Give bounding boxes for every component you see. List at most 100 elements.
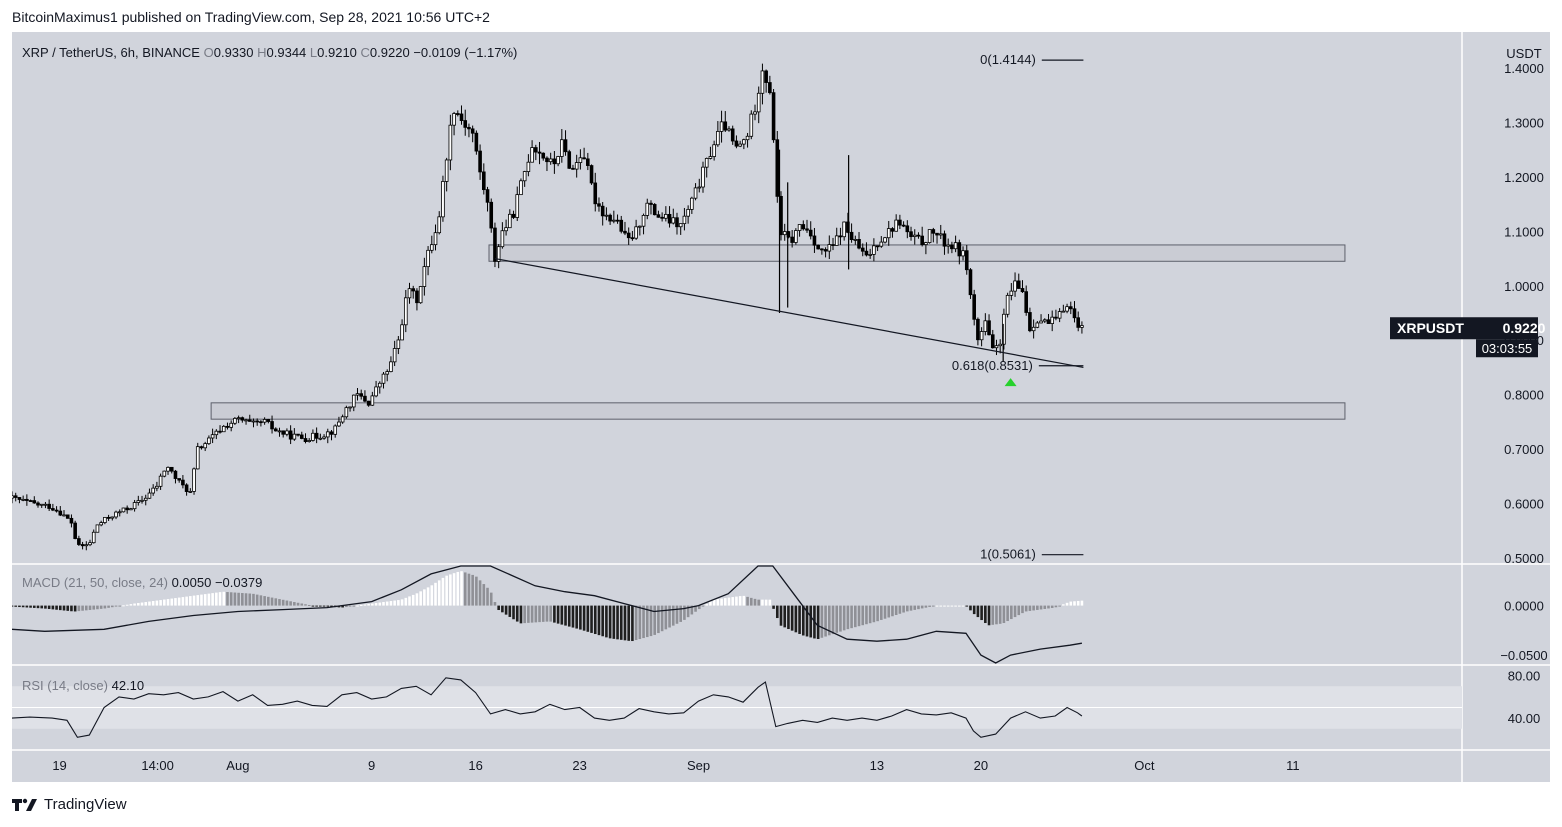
candle-body bbox=[1024, 291, 1028, 313]
macd-histogram-bar bbox=[237, 592, 240, 606]
candle-body bbox=[173, 470, 178, 479]
macd-histogram-bar bbox=[88, 605, 92, 610]
candle-body bbox=[638, 225, 642, 228]
candle-body bbox=[325, 431, 330, 438]
candle-body bbox=[734, 140, 739, 147]
macd-histogram-bar bbox=[348, 605, 352, 607]
macd-histogram-bar bbox=[475, 576, 478, 606]
price-tag-symbol: XRPUSDT bbox=[1397, 320, 1464, 336]
macd-histogram-bar bbox=[939, 605, 943, 607]
candle-body bbox=[812, 235, 817, 246]
macd-histogram-bar bbox=[512, 605, 515, 620]
candle-body bbox=[221, 425, 226, 433]
candle-body bbox=[619, 219, 624, 232]
candle-body bbox=[32, 500, 37, 504]
macd-histogram-bar bbox=[1017, 605, 1021, 616]
candle-body bbox=[91, 531, 96, 544]
macd-histogram-bar bbox=[616, 605, 619, 640]
candle-body bbox=[478, 150, 482, 173]
macd-label: MACD (21, 50, close, 24) bbox=[22, 575, 168, 590]
macd-histogram-bar bbox=[764, 599, 768, 606]
candle-body bbox=[823, 249, 828, 252]
macd-histogram-bar bbox=[489, 592, 493, 606]
candle-body bbox=[1068, 306, 1073, 310]
candle-body bbox=[448, 124, 453, 161]
candle-body bbox=[563, 139, 568, 153]
macd-histogram-bar bbox=[497, 605, 500, 611]
macd-line bbox=[12, 565, 1083, 664]
macd-histogram-bar bbox=[144, 602, 148, 606]
candle-body bbox=[972, 294, 976, 320]
candle-body bbox=[600, 205, 605, 217]
candle-body bbox=[950, 244, 954, 250]
chart-area[interactable]: 0(1.4144) 0.618(0.8531) 1(0.5061) USDT 1.40… bbox=[12, 32, 1550, 782]
candle-body bbox=[511, 213, 516, 218]
candle-body bbox=[1046, 319, 1051, 324]
macd-histogram-bar bbox=[426, 587, 430, 606]
candle-body bbox=[270, 421, 274, 430]
macd-histogram-bar bbox=[1054, 605, 1058, 608]
macd-histogram-bar bbox=[400, 599, 404, 606]
rsi-line bbox=[12, 677, 1083, 738]
macd-histogram-bar bbox=[958, 605, 961, 607]
macd-histogram-bar bbox=[668, 605, 671, 628]
macd-histogram-bar bbox=[363, 604, 367, 606]
macd-histogram-bar bbox=[326, 605, 330, 607]
macd-histogram-bar bbox=[300, 603, 304, 606]
chart-svg[interactable]: 0(1.4144) 0.618(0.8531) 1(0.5061) USDT1.40… bbox=[12, 32, 1550, 782]
macd-histogram-bar bbox=[163, 599, 166, 606]
candle-body bbox=[961, 250, 965, 257]
macd-histogram-bar bbox=[709, 601, 712, 606]
price-tick-label: 0.7000 bbox=[1504, 442, 1544, 457]
candle-body bbox=[898, 219, 902, 226]
macd-histogram-bar bbox=[582, 605, 586, 631]
macd-histogram-bar bbox=[868, 605, 872, 624]
candle-body bbox=[1072, 308, 1077, 319]
countdown-value: 03:03:55 bbox=[1482, 341, 1533, 356]
candle-body bbox=[883, 237, 887, 243]
candle-body bbox=[548, 158, 553, 163]
candle-body bbox=[894, 219, 898, 232]
macd-histogram-bar bbox=[1043, 605, 1047, 609]
high-label: H bbox=[257, 45, 267, 60]
candle-body bbox=[786, 231, 791, 238]
candle-body bbox=[303, 438, 308, 442]
macd-histogram-bar bbox=[898, 605, 902, 614]
candle-body bbox=[541, 152, 546, 159]
candle-body bbox=[455, 113, 460, 115]
candle-body bbox=[255, 420, 259, 423]
macd-histogram-bar bbox=[783, 605, 787, 628]
candle-body bbox=[195, 446, 200, 470]
close-value: 0.9220 bbox=[369, 45, 410, 60]
macd-histogram-bar bbox=[111, 605, 114, 608]
candle-body bbox=[392, 348, 397, 363]
macd-histogram-bar bbox=[779, 605, 783, 626]
rsi-tick-label: 40.00 bbox=[1508, 711, 1541, 726]
candle-body bbox=[114, 511, 118, 518]
candle-body bbox=[775, 139, 780, 197]
macd-histogram-bar bbox=[645, 605, 649, 638]
footer-brand[interactable]: TradingView bbox=[12, 796, 127, 813]
candle-body bbox=[411, 288, 416, 292]
macd-histogram-bar bbox=[649, 605, 653, 637]
candle-body bbox=[641, 214, 646, 227]
macd-histogram-bar bbox=[437, 580, 441, 606]
macd-histogram-bar bbox=[189, 596, 192, 606]
candle-body bbox=[203, 443, 207, 449]
candle-body bbox=[820, 248, 824, 251]
candle-body bbox=[912, 234, 917, 237]
macd-histogram-bar bbox=[928, 605, 931, 607]
candle-body bbox=[842, 221, 846, 238]
macd-histogram-bar bbox=[441, 577, 445, 606]
macd-histogram-bar bbox=[278, 599, 281, 606]
macd-histogram-bar bbox=[768, 599, 772, 606]
candle-body bbox=[690, 197, 694, 210]
candle-body bbox=[875, 245, 880, 248]
candle-body bbox=[441, 181, 445, 218]
macd-histogram-bar bbox=[307, 604, 311, 606]
macd-histogram-bar bbox=[504, 605, 508, 615]
candle-body bbox=[704, 158, 709, 168]
macd-pane bbox=[12, 565, 1084, 664]
macd-histogram-bar bbox=[382, 602, 385, 606]
candle-body bbox=[444, 159, 449, 182]
